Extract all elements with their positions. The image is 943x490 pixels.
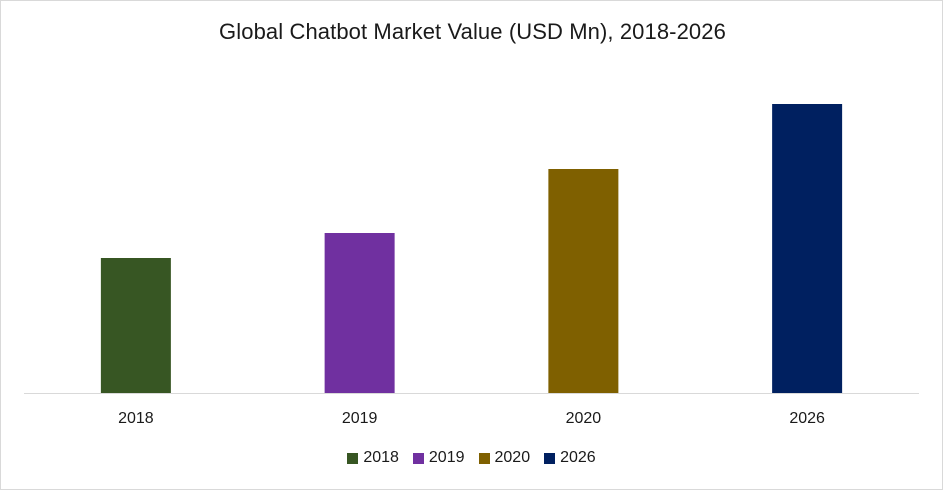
legend-swatch	[544, 452, 556, 464]
legend-swatch	[347, 452, 359, 464]
x-tick-label: 2026	[789, 410, 825, 427]
bar-2018	[100, 258, 171, 393]
legend-item: 2018	[347, 449, 399, 467]
legend-label: 2026	[560, 449, 596, 466]
x-tick-label: 2020	[566, 410, 602, 427]
legend-label: 2020	[494, 449, 531, 466]
bar-2019	[324, 233, 395, 393]
legend-swatch	[478, 452, 490, 464]
legend-swatch	[412, 452, 424, 464]
legend-label: 2019	[428, 449, 465, 466]
bar-2020	[548, 169, 619, 393]
legend-item: 2019	[412, 449, 465, 467]
legend-item: 2020	[478, 449, 531, 467]
chart-title: Global Chatbot Market Value (USD Mn), 20…	[219, 19, 726, 44]
x-tick-label: 2018	[118, 410, 154, 427]
bar-2026	[772, 104, 843, 393]
chart-legend: 2018 2019 2020 2026	[0, 449, 943, 467]
legend-item: 2026	[544, 449, 596, 467]
x-tick-label: 2019	[342, 410, 378, 427]
legend-label: 2018	[363, 449, 399, 466]
